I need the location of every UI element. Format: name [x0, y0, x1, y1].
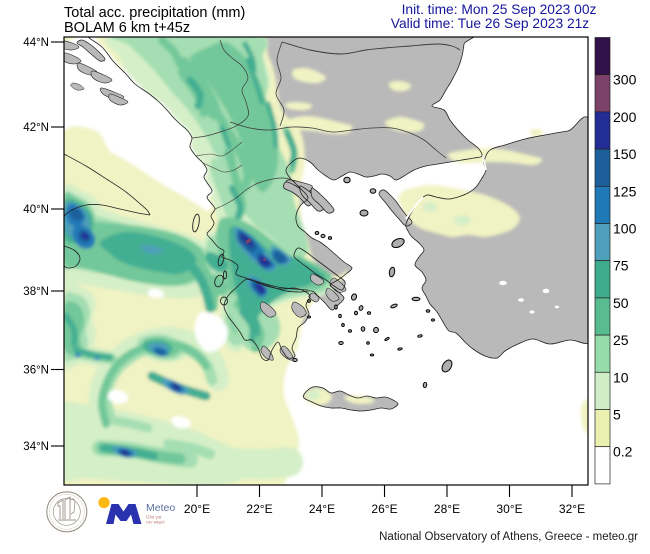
svg-text:28°E: 28°E	[434, 502, 460, 516]
svg-text:36°N: 36°N	[23, 365, 49, 377]
svg-text:42°N: 42°N	[23, 122, 49, 134]
svg-text:20°E: 20°E	[184, 502, 210, 516]
svg-text:Init. time: Mon 25 Sep 2023 00: Init. time: Mon 25 Sep 2023 00z	[402, 2, 597, 17]
svg-text:30°E: 30°E	[496, 502, 522, 516]
svg-text:40°N: 40°N	[23, 204, 49, 216]
svg-text:5: 5	[613, 407, 621, 423]
svg-text:125: 125	[613, 183, 637, 199]
svg-text:100: 100	[613, 221, 637, 237]
svg-text:300: 300	[613, 72, 637, 88]
svg-text:200: 200	[613, 109, 637, 125]
svg-text:Όλα για: Όλα για	[145, 515, 162, 520]
svg-text:50: 50	[613, 295, 629, 311]
svg-text:Valid time: Tue 26 Sep 2023 21: Valid time: Tue 26 Sep 2023 21z	[391, 16, 589, 31]
svg-text:150: 150	[613, 146, 637, 162]
svg-text:22°E: 22°E	[246, 502, 272, 516]
svg-text:32°E: 32°E	[559, 502, 585, 516]
svg-text:26°E: 26°E	[371, 502, 397, 516]
svg-text:34°N: 34°N	[23, 441, 49, 453]
svg-text:Meteo: Meteo	[146, 502, 175, 514]
svg-text:44°N: 44°N	[23, 37, 49, 49]
svg-text:75: 75	[613, 258, 629, 274]
svg-text:BOLAM 6 km t+45z: BOLAM 6 km t+45z	[64, 20, 190, 36]
svg-text:0.2: 0.2	[613, 444, 633, 460]
svg-text:National Observatory of Athens: National Observatory of Athens, Greece -…	[379, 531, 638, 543]
svg-text:Total acc. precipitation (mm): Total acc. precipitation (mm)	[64, 5, 245, 21]
svg-text:10: 10	[613, 369, 629, 385]
svg-text:25: 25	[613, 332, 629, 348]
svg-text:38°N: 38°N	[23, 286, 49, 298]
svg-text:24°E: 24°E	[309, 502, 335, 516]
svg-text:τον καιρό: τον καιρό	[146, 519, 165, 525]
